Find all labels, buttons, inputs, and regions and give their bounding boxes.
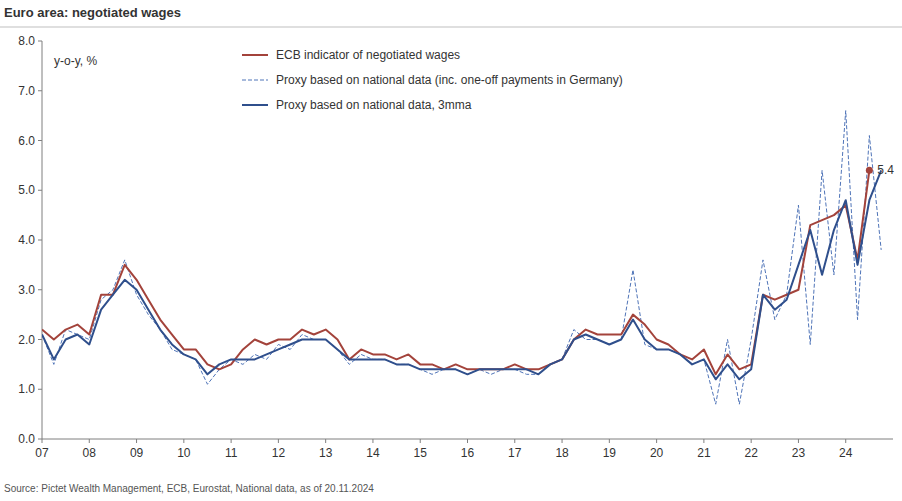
y-tick-label: 5.0 (18, 183, 35, 197)
annotation-text: 5.4 (877, 163, 894, 177)
x-tick-label: 09 (130, 446, 144, 460)
y-tick-label: 8.0 (18, 34, 35, 48)
x-tick (231, 439, 232, 443)
y-tick-label: 6.0 (18, 134, 35, 148)
x-tick (562, 439, 563, 443)
x-tick (136, 439, 137, 443)
y-tick (38, 339, 42, 340)
x-tick-label: 15 (414, 446, 428, 460)
y-tick-label: 3.0 (18, 283, 35, 297)
y-tick (38, 90, 42, 91)
x-tick-label: 12 (272, 446, 286, 460)
y-tick (38, 240, 42, 241)
x-tick (703, 439, 704, 443)
legend-swatch (242, 80, 268, 81)
x-tick (42, 439, 43, 443)
x-tick-label: 21 (697, 446, 711, 460)
x-tick-label: 18 (555, 446, 569, 460)
series-line (42, 111, 881, 405)
x-tick-label: 14 (366, 446, 380, 460)
y-tick (38, 289, 42, 290)
legend-swatch (242, 104, 268, 106)
y-tick-label: 2.0 (18, 333, 35, 347)
legend-swatch (242, 54, 268, 56)
x-tick (183, 439, 184, 443)
x-tick (278, 439, 279, 443)
x-tick-label: 24 (839, 446, 853, 460)
y-label: y-o-y, % (54, 54, 97, 68)
x-tick-label: 20 (650, 446, 664, 460)
source: Source: Pictet Wealth Management, ECB, E… (4, 483, 374, 494)
x-tick-label: 22 (744, 446, 758, 460)
x-tick (514, 439, 515, 443)
x-tick (845, 439, 846, 443)
y-tick-label: 1.0 (18, 382, 35, 396)
x-tick-label: 23 (792, 446, 806, 460)
x-tick (609, 439, 610, 443)
x-tick-label: 19 (603, 446, 617, 460)
y-tick-label: 7.0 (18, 84, 35, 98)
legend-label: Proxy based on national data, 3mma (276, 98, 472, 112)
x-tick-label: 10 (177, 446, 191, 460)
annotation-marker (866, 167, 873, 174)
title-rule (0, 27, 902, 28)
x-tick-label: 07 (35, 446, 49, 460)
x-tick (656, 439, 657, 443)
y-tick (38, 190, 42, 191)
x-tick-label: 11 (225, 446, 238, 460)
x-tick-label: 17 (508, 446, 522, 460)
x-tick (420, 439, 421, 443)
legend-label: ECB indicator of negotiated wages (276, 48, 460, 62)
x-tick (798, 439, 799, 443)
x-tick-label: 16 (461, 446, 475, 460)
chart: Euro area: negotiated wages y-o-y, % 0.0 1.… (0, 0, 902, 501)
legend-label: Proxy based on national data (inc. one-o… (276, 73, 623, 87)
series-line (42, 170, 881, 379)
y-tick (38, 439, 42, 440)
x-tick-label: 13 (319, 446, 333, 460)
x-tick-label: 08 (83, 446, 97, 460)
x-tick (325, 439, 326, 443)
x-tick (751, 439, 752, 443)
y-tick (38, 389, 42, 390)
y-tick (38, 140, 42, 141)
x-tick (372, 439, 373, 443)
y-tick (38, 41, 42, 42)
y-tick-label: 0.0 (18, 432, 35, 446)
series-line (42, 170, 869, 374)
x-tick (89, 439, 90, 443)
y-tick-label: 4.0 (18, 233, 35, 247)
plot-area (42, 111, 881, 405)
x-tick (467, 439, 468, 443)
title: Euro area: negotiated wages (4, 5, 181, 20)
